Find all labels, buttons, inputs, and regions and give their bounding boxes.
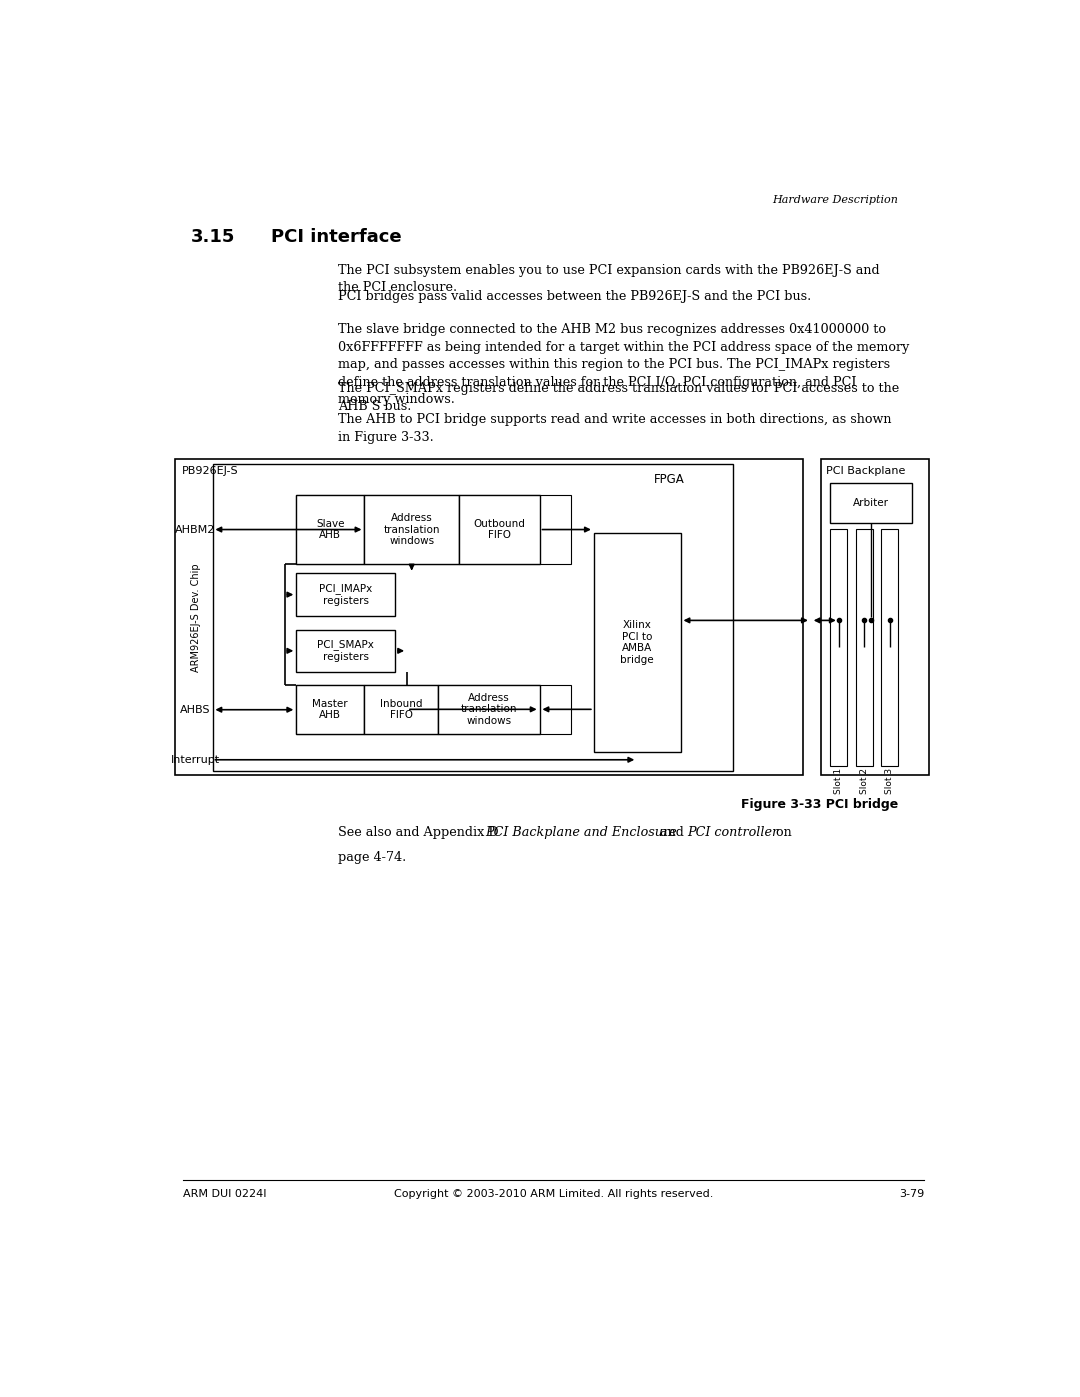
Text: Interrupt: Interrupt xyxy=(171,754,220,764)
Text: AHBM2: AHBM2 xyxy=(175,524,216,535)
Text: page 4-74.: page 4-74. xyxy=(338,851,406,863)
Text: Hardware Description: Hardware Description xyxy=(772,194,899,204)
Bar xyxy=(296,495,364,564)
Text: Slot 3: Slot 3 xyxy=(886,768,894,795)
Text: Slave
AHB: Slave AHB xyxy=(316,518,345,541)
Text: and: and xyxy=(656,826,688,840)
Text: The PCI subsystem enables you to use PCI expansion cards with the PB926EJ-S and
: The PCI subsystem enables you to use PCI… xyxy=(338,264,880,295)
Text: Address
translation
windows: Address translation windows xyxy=(460,693,517,726)
Text: PCI_IMAPx
registers: PCI_IMAPx registers xyxy=(320,584,373,606)
Bar xyxy=(213,464,733,771)
Text: on: on xyxy=(772,826,792,840)
Text: Slot 1: Slot 1 xyxy=(834,768,843,795)
Bar xyxy=(296,573,395,616)
Text: The PCI_SMAPx registers define the address translation values for PCI accesses t: The PCI_SMAPx registers define the addre… xyxy=(338,383,900,414)
Bar xyxy=(296,630,395,672)
Bar xyxy=(296,685,364,733)
Bar xyxy=(459,495,540,564)
Text: The AHB to PCI bridge supports read and write accesses in both directions, as sh: The AHB to PCI bridge supports read and … xyxy=(338,414,892,444)
Text: PB926EJ-S: PB926EJ-S xyxy=(181,465,238,475)
Text: PCI bridges pass valid accesses between the PB926EJ-S and the PCI bus.: PCI bridges pass valid accesses between … xyxy=(338,291,811,303)
Bar xyxy=(881,529,899,766)
Bar xyxy=(438,685,540,733)
Text: PCI interface: PCI interface xyxy=(271,229,402,246)
Text: Outbound
FIFO: Outbound FIFO xyxy=(473,518,525,541)
Text: Address
translation
windows: Address translation windows xyxy=(383,513,440,546)
Text: ARM926EJ-S Dev. Chip: ARM926EJ-S Dev. Chip xyxy=(191,563,201,672)
Text: ARM DUI 0224I: ARM DUI 0224I xyxy=(183,1189,267,1200)
Bar xyxy=(831,529,847,766)
Bar xyxy=(296,495,570,564)
Text: The slave bridge connected to the AHB M2 bus recognizes addresses 0x41000000 to
: The slave bridge connected to the AHB M2… xyxy=(338,323,909,407)
Bar xyxy=(831,483,912,524)
Text: Slot 2: Slot 2 xyxy=(860,768,868,795)
Text: Copyright © 2003-2010 ARM Limited. All rights reserved.: Copyright © 2003-2010 ARM Limited. All r… xyxy=(394,1189,713,1200)
Bar xyxy=(364,685,438,733)
Bar xyxy=(175,460,804,775)
Text: PCI controller: PCI controller xyxy=(687,826,778,840)
Text: Master
AHB: Master AHB xyxy=(312,698,348,719)
Text: See also and Appendix D: See also and Appendix D xyxy=(338,826,502,840)
Text: 3-79: 3-79 xyxy=(899,1189,924,1200)
Bar xyxy=(594,532,680,752)
Bar xyxy=(855,529,873,766)
Bar xyxy=(364,495,459,564)
Text: PCI_SMAPx
registers: PCI_SMAPx registers xyxy=(318,640,375,662)
Text: Inbound
FIFO: Inbound FIFO xyxy=(380,698,422,719)
Bar xyxy=(821,460,930,775)
Text: PCI Backplane and Enclosure: PCI Backplane and Enclosure xyxy=(485,826,677,840)
Text: 3.15: 3.15 xyxy=(191,229,235,246)
Text: Figure 3-33 PCI bridge: Figure 3-33 PCI bridge xyxy=(741,798,899,812)
Text: FPGA: FPGA xyxy=(654,474,685,486)
Text: Arbiter: Arbiter xyxy=(853,499,889,509)
Text: PCI Backplane: PCI Backplane xyxy=(825,465,905,475)
Text: Xilinx
PCI to
AMBA
bridge: Xilinx PCI to AMBA bridge xyxy=(620,620,654,665)
Bar xyxy=(296,685,570,733)
Text: AHBS: AHBS xyxy=(180,704,211,715)
